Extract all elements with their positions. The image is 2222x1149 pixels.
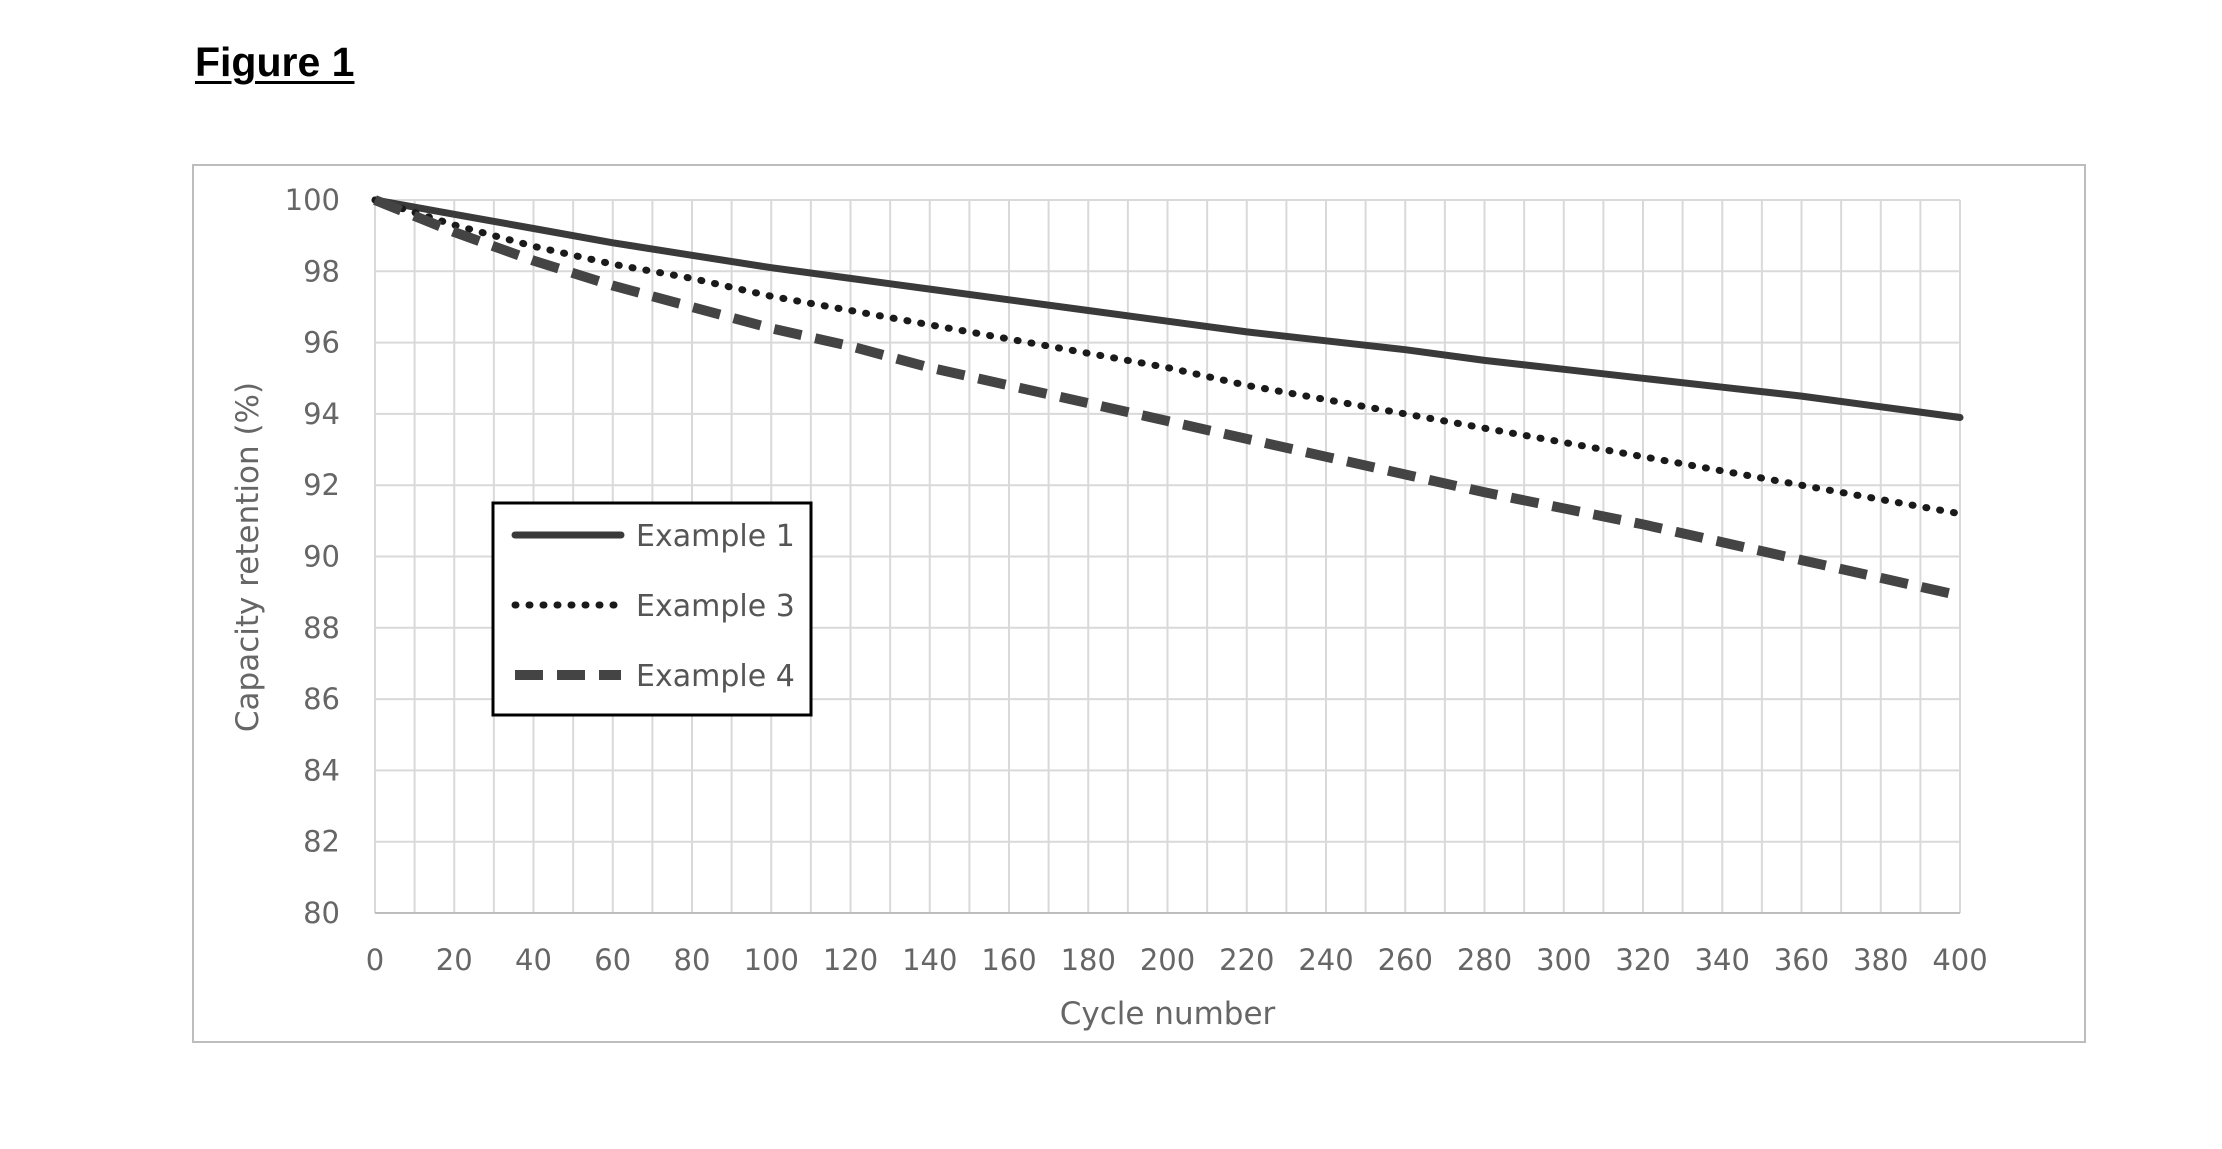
x-tick-label: 160 — [981, 943, 1036, 977]
x-tick-label: 60 — [594, 943, 631, 977]
x-tick-label: 280 — [1457, 943, 1512, 977]
x-tick-label: 140 — [902, 943, 957, 977]
x-tick-label: 40 — [515, 943, 552, 977]
y-tick-label: 94 — [303, 397, 340, 431]
legend-label-3: Example 4 — [636, 659, 795, 694]
y-axis-title: Capacity retention (%) — [230, 382, 266, 732]
legend-label-2: Example 3 — [636, 589, 795, 624]
y-tick-label: 88 — [303, 611, 340, 645]
x-tick-label: 320 — [1615, 943, 1670, 977]
y-tick-label: 80 — [303, 896, 340, 930]
series-lines — [371, 195, 1964, 601]
x-tick-label: 340 — [1695, 943, 1750, 977]
x-tick-label: 220 — [1219, 943, 1274, 977]
x-tick-label: 100 — [744, 943, 799, 977]
series-line-3 — [373, 195, 1962, 601]
y-tick-label: 82 — [303, 825, 340, 859]
x-tick-label: 240 — [1298, 943, 1353, 977]
figure-title: Figure 1 — [195, 39, 355, 85]
x-tick-label: 0 — [366, 943, 384, 977]
x-tick-label: 400 — [1932, 943, 1987, 977]
x-tick-labels: 0 20 40 60 80 100 120 140 160 180 200 220 240 260 280 3… — [366, 943, 1988, 977]
y-tick-label: 98 — [303, 254, 340, 288]
y-tick-label: 100 — [285, 183, 340, 217]
x-tick-label: 120 — [823, 943, 878, 977]
x-tick-label: 80 — [674, 943, 711, 977]
y-tick-labels: 80 82 84 86 88 90 92 94 96 98 100 — [285, 183, 340, 930]
y-tick-label: 84 — [303, 753, 340, 787]
x-tick-label: 180 — [1061, 943, 1116, 977]
x-tick-label: 260 — [1378, 943, 1433, 977]
x-tick-label: 300 — [1536, 943, 1591, 977]
y-tick-label: 96 — [303, 326, 340, 360]
series-line-2 — [371, 196, 1964, 518]
x-tick-label: 20 — [436, 943, 473, 977]
x-tick-label: 380 — [1853, 943, 1908, 977]
series-line-1 — [371, 196, 1964, 421]
y-tick-label: 90 — [303, 540, 340, 574]
legend: Example 1 Example 3 Example 4 — [491, 501, 813, 717]
x-axis-title: Cycle number — [1060, 996, 1276, 1032]
x-tick-label: 360 — [1774, 943, 1829, 977]
y-tick-label: 86 — [303, 682, 340, 716]
x-tick-label: 200 — [1140, 943, 1195, 977]
y-tick-label: 92 — [303, 468, 340, 502]
legend-label-1: Example 1 — [636, 519, 795, 554]
